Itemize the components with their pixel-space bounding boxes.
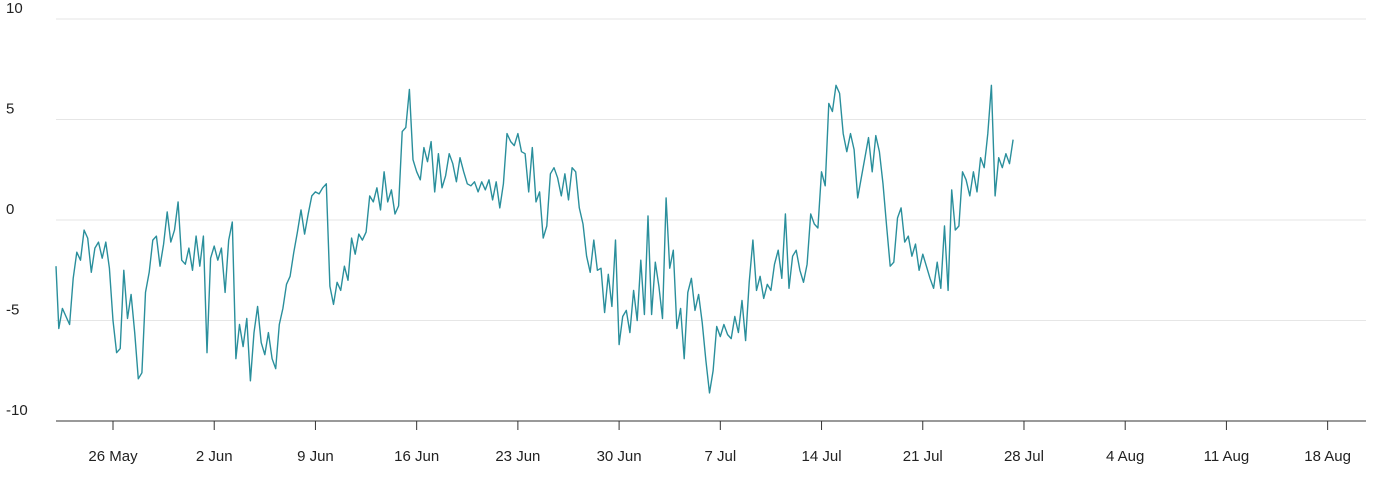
x-tick-label: 16 Jun (394, 448, 439, 465)
x-tick-label: 23 Jun (495, 448, 540, 465)
series-line-0 (55, 84, 1014, 394)
x-tick-label: 2 Jun (196, 448, 233, 465)
x-axis-ticks: 26 May 2 Jun 9 Jun 16 Jun 23 Jun 30 Jun 7 Jul 1… (88, 421, 1351, 465)
y-tick-label: 0 (6, 201, 14, 218)
x-tick-label: 4 Aug (1106, 448, 1144, 465)
series-lines (55, 84, 1014, 394)
y-axis-tick-labels: -10 -5 0 5 10 (6, 0, 28, 419)
gridlines (56, 18, 1366, 321)
x-tick-label: 7 Jul (704, 448, 736, 465)
y-tick-label: 5 (6, 101, 14, 118)
x-tick-label: 14 Jul (802, 448, 842, 465)
y-tick-label: -5 (6, 302, 19, 319)
y-tick-label: -10 (6, 402, 28, 419)
x-tick-label: 9 Jun (297, 448, 334, 465)
x-tick-label: 28 Jul (1004, 448, 1044, 465)
x-tick-label: 18 Aug (1304, 448, 1351, 465)
x-tick-label: 21 Jul (903, 448, 943, 465)
y-tick-label: 10 (6, 0, 23, 17)
x-tick-label: 30 Jun (597, 448, 642, 465)
x-tick-label: 11 Aug (1204, 448, 1250, 465)
x-tick-label: 26 May (88, 448, 138, 465)
